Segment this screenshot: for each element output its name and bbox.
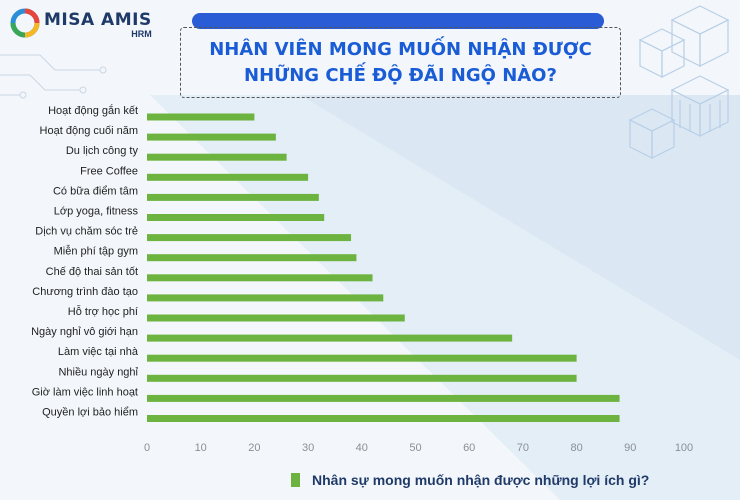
category-label: Free Coffee	[80, 165, 138, 177]
legend: Nhân sự mong muốn nhận được những lợi íc…	[291, 472, 649, 488]
category-label: Làm việc tại nhà	[58, 346, 139, 358]
x-tick-label: 0	[144, 442, 150, 454]
category-label: Có bữa điểm tâm	[53, 185, 138, 197]
x-tick-label: 100	[675, 442, 693, 454]
category-label: Lớp yoga, fitness	[54, 206, 139, 218]
brand-sub: HRM	[131, 29, 152, 39]
category-label: Du lịch công ty	[66, 145, 139, 157]
bar	[147, 113, 255, 121]
x-tick-label: 20	[248, 442, 260, 454]
x-tick-label: 10	[195, 442, 207, 454]
category-label: Nhiều ngày nghỉ	[58, 366, 138, 378]
bar	[147, 153, 287, 161]
x-tick-label: 90	[624, 442, 636, 454]
bar	[147, 415, 620, 422]
category-label: Hoạt động gắn kết	[48, 104, 138, 117]
category-label: Chế độ thai sản tốt	[46, 266, 138, 278]
category-label: Chương trình đào tạo	[32, 286, 138, 298]
legend-swatch	[291, 473, 300, 487]
category-label: Miễn phí tập gym	[54, 245, 138, 258]
legend-label: Nhân sự mong muốn nhận được những lợi íc…	[312, 472, 650, 488]
category-label: Hoạt động cuối năm	[40, 125, 138, 137]
x-tick-label: 80	[570, 442, 582, 454]
x-tick-label: 50	[409, 442, 421, 454]
bar	[147, 254, 357, 262]
bar	[147, 334, 513, 342]
category-label: Ngày nghỉ vô giới hạn	[31, 326, 138, 338]
title-box: NHÂN VIÊN MONG MUỐN NHẬN ĐƯỢC NHỮNG CHẾ …	[180, 27, 621, 98]
category-label: Hỗ trợ học phí	[68, 305, 138, 318]
bar	[147, 173, 309, 181]
category-label: Giờ làm việc linh hoạt	[32, 386, 138, 398]
logo: MISA AMIS HRM	[10, 8, 152, 39]
bar	[147, 374, 577, 382]
brand-name: MISA AMIS	[44, 10, 152, 30]
x-tick-label: 70	[517, 442, 529, 454]
bar	[147, 133, 276, 141]
misa-logo-icon	[10, 8, 40, 38]
title-line-2: NHỮNG CHẾ ĐỘ ĐÃI NGỘ NÀO?	[244, 64, 557, 86]
bar	[147, 314, 405, 322]
category-label: Quyền lợi bảo hiểm	[42, 407, 138, 419]
bar	[147, 193, 319, 201]
x-tick-label: 60	[463, 442, 475, 454]
bar	[147, 274, 373, 282]
bar	[147, 214, 325, 221]
x-tick-label: 30	[302, 442, 314, 454]
bar	[147, 394, 620, 402]
title-pill-decoration	[192, 13, 604, 29]
title-line-1: NHÂN VIÊN MONG MUỐN NHẬN ĐƯỢC	[209, 38, 592, 60]
category-label: Dịch vụ chăm sóc trẻ	[35, 226, 138, 238]
bar	[147, 354, 577, 362]
bar	[147, 234, 352, 242]
bar	[147, 294, 384, 302]
x-tick-label: 40	[356, 442, 368, 454]
